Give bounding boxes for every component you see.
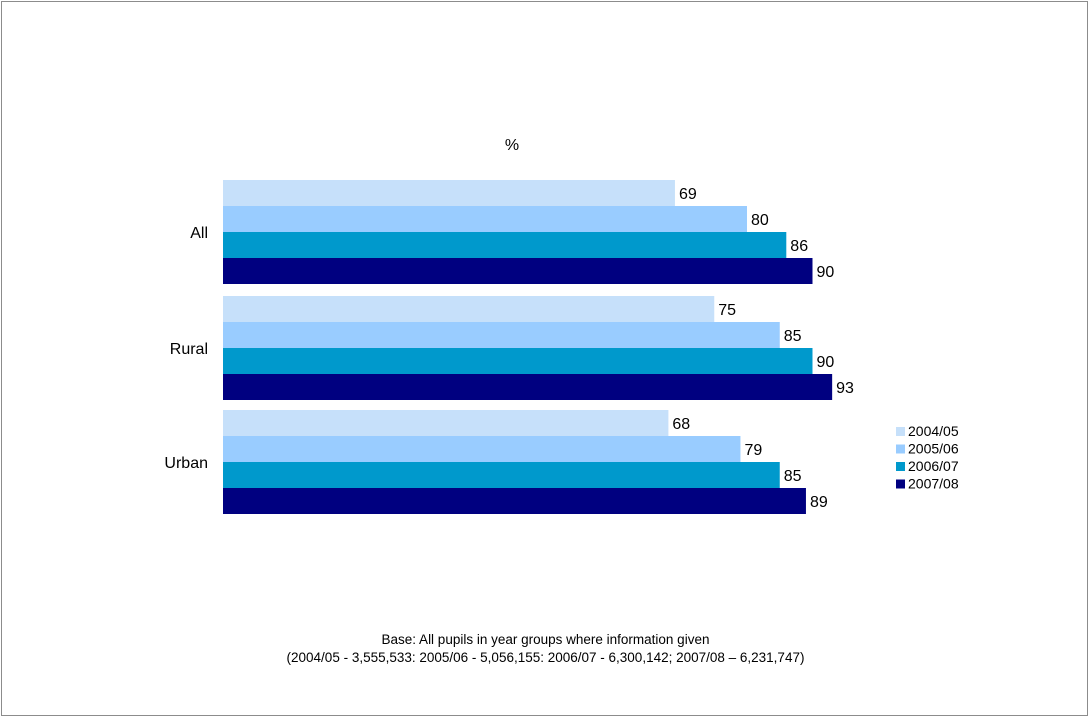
- footnote-base: Base: All pupils in year groups where in…: [381, 632, 710, 647]
- data-label: 69: [679, 186, 697, 203]
- category-labels: All Rural Urban: [164, 225, 208, 472]
- data-label: 93: [836, 380, 854, 397]
- legend-swatch-2005-06: [896, 444, 905, 454]
- data-label: 68: [672, 416, 690, 433]
- data-label: 85: [784, 468, 802, 485]
- legend-label: 2006/07: [908, 458, 959, 474]
- data-label: 90: [817, 264, 835, 281]
- data-label: 90: [817, 354, 835, 371]
- data-label: 80: [751, 212, 769, 229]
- bar-rural-2007-08: [223, 374, 833, 400]
- bar-rural-2004-05: [223, 296, 715, 322]
- footnote-counts: (2004/05 - 3,555,533: 2005/06 - 5,056,15…: [286, 650, 805, 665]
- bar-rural-2006-07: [223, 348, 813, 374]
- bar-urban-2004-05: [223, 410, 669, 436]
- category-label-rural: Rural: [170, 341, 208, 358]
- legend-label: 2004/05: [908, 423, 959, 439]
- bar-urban-2005-06: [223, 436, 741, 462]
- bar-all-2006-07: [223, 232, 787, 258]
- category-label-urban: Urban: [164, 455, 208, 472]
- bar-rural-2005-06: [223, 322, 780, 348]
- bar-urban-2006-07: [223, 462, 780, 488]
- legend-label: 2007/08: [908, 476, 959, 492]
- legend-swatch-2006-07: [896, 462, 905, 471]
- data-label: 85: [784, 328, 802, 345]
- legend-label: 2005/06: [908, 441, 959, 457]
- bar-urban-2007-08: [223, 488, 806, 514]
- unit-label: %: [505, 137, 519, 154]
- bar-all-2004-05: [223, 180, 675, 206]
- data-label: 75: [718, 302, 736, 319]
- data-label: 79: [744, 442, 762, 459]
- data-label: 89: [810, 494, 828, 511]
- bar-all-2007-08: [223, 258, 813, 284]
- legend-swatch-2007-08: [896, 479, 905, 489]
- category-label-all: All: [190, 225, 208, 242]
- legend-swatch-2004-05: [896, 427, 905, 436]
- data-label: 86: [790, 238, 808, 255]
- bar-all-2005-06: [223, 206, 747, 232]
